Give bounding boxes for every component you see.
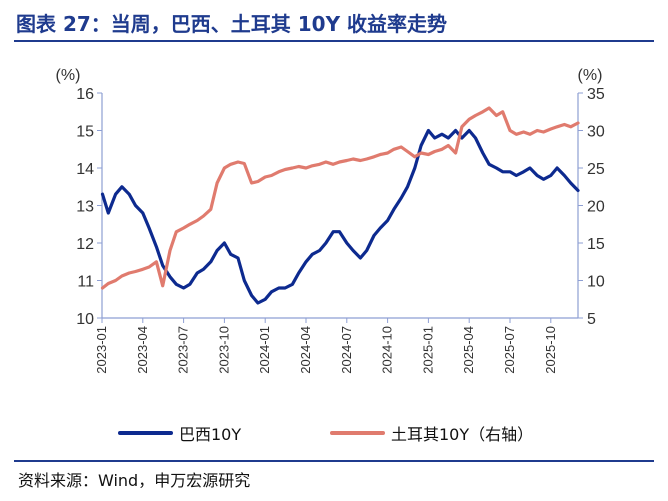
left-tick-label: 15 bbox=[76, 124, 94, 141]
right-tick-label: 15 bbox=[587, 236, 605, 253]
series-line-brazil bbox=[100, 128, 580, 305]
right-axis-unit: (%) bbox=[578, 67, 603, 84]
left-tick-label: 14 bbox=[76, 161, 94, 178]
x-tick-label: 2023-01 bbox=[94, 326, 109, 374]
x-tick-label: 2024-07 bbox=[339, 326, 354, 374]
left-axis-unit: (%) bbox=[56, 67, 81, 84]
x-tick-label: 2025-01 bbox=[420, 326, 435, 374]
x-tick-label: 2024-01 bbox=[257, 326, 272, 374]
legend-swatch-brazil bbox=[118, 431, 173, 435]
right-tick-label: 35 bbox=[587, 86, 605, 103]
figure-title: 图表 27：当周，巴西、土耳其 10Y 收益率走势 bbox=[16, 12, 448, 36]
right-tick-label: 30 bbox=[587, 124, 605, 141]
series-layer bbox=[100, 106, 580, 305]
legend-swatch-turkey bbox=[330, 431, 385, 435]
x-tick-label: 2023-10 bbox=[216, 326, 231, 374]
x-tick-label: 2023-07 bbox=[176, 326, 191, 374]
left-tick-label: 12 bbox=[76, 236, 94, 253]
right-tick-label: 5 bbox=[587, 311, 596, 328]
left-tick-label: 10 bbox=[76, 311, 94, 328]
x-tick-label: 2023-04 bbox=[135, 326, 150, 374]
legend-label-brazil: 巴西10Y bbox=[179, 425, 242, 444]
series-line-turkey bbox=[100, 106, 580, 290]
left-tick-label: 13 bbox=[76, 199, 94, 216]
right-tick-label: 20 bbox=[587, 199, 605, 216]
legend-item-turkey: 土耳其10Y（右轴） bbox=[330, 421, 533, 445]
legend-item-brazil: 巴西10Y bbox=[118, 421, 241, 445]
x-tick-label: 2025-10 bbox=[543, 326, 558, 374]
title-rule bbox=[14, 40, 654, 42]
right-tick-label: 25 bbox=[587, 161, 605, 178]
source-note: 资料来源：Wind，申万宏源研究 bbox=[18, 471, 251, 490]
legend-label-turkey: 土耳其10Y（右轴） bbox=[391, 425, 534, 444]
yield-line-chart: (%) (%) 10 11 12 13 14 15 16 5 10 15 20 25 30 35 2023-… bbox=[56, 67, 605, 374]
footer-rule bbox=[14, 460, 654, 462]
x-tick-label: 2025-04 bbox=[461, 326, 476, 374]
x-tick-label: 2025-07 bbox=[502, 326, 517, 374]
right-tick-label: 10 bbox=[587, 274, 605, 291]
chart-axes: 10 11 12 13 14 15 16 5 10 15 20 25 30 35 2023-01 2023-0… bbox=[76, 86, 605, 374]
left-tick-label: 16 bbox=[76, 86, 94, 103]
x-tick-label: 2024-04 bbox=[298, 326, 313, 374]
x-tick-label: 2024-10 bbox=[380, 326, 395, 374]
left-tick-label: 11 bbox=[77, 274, 94, 291]
